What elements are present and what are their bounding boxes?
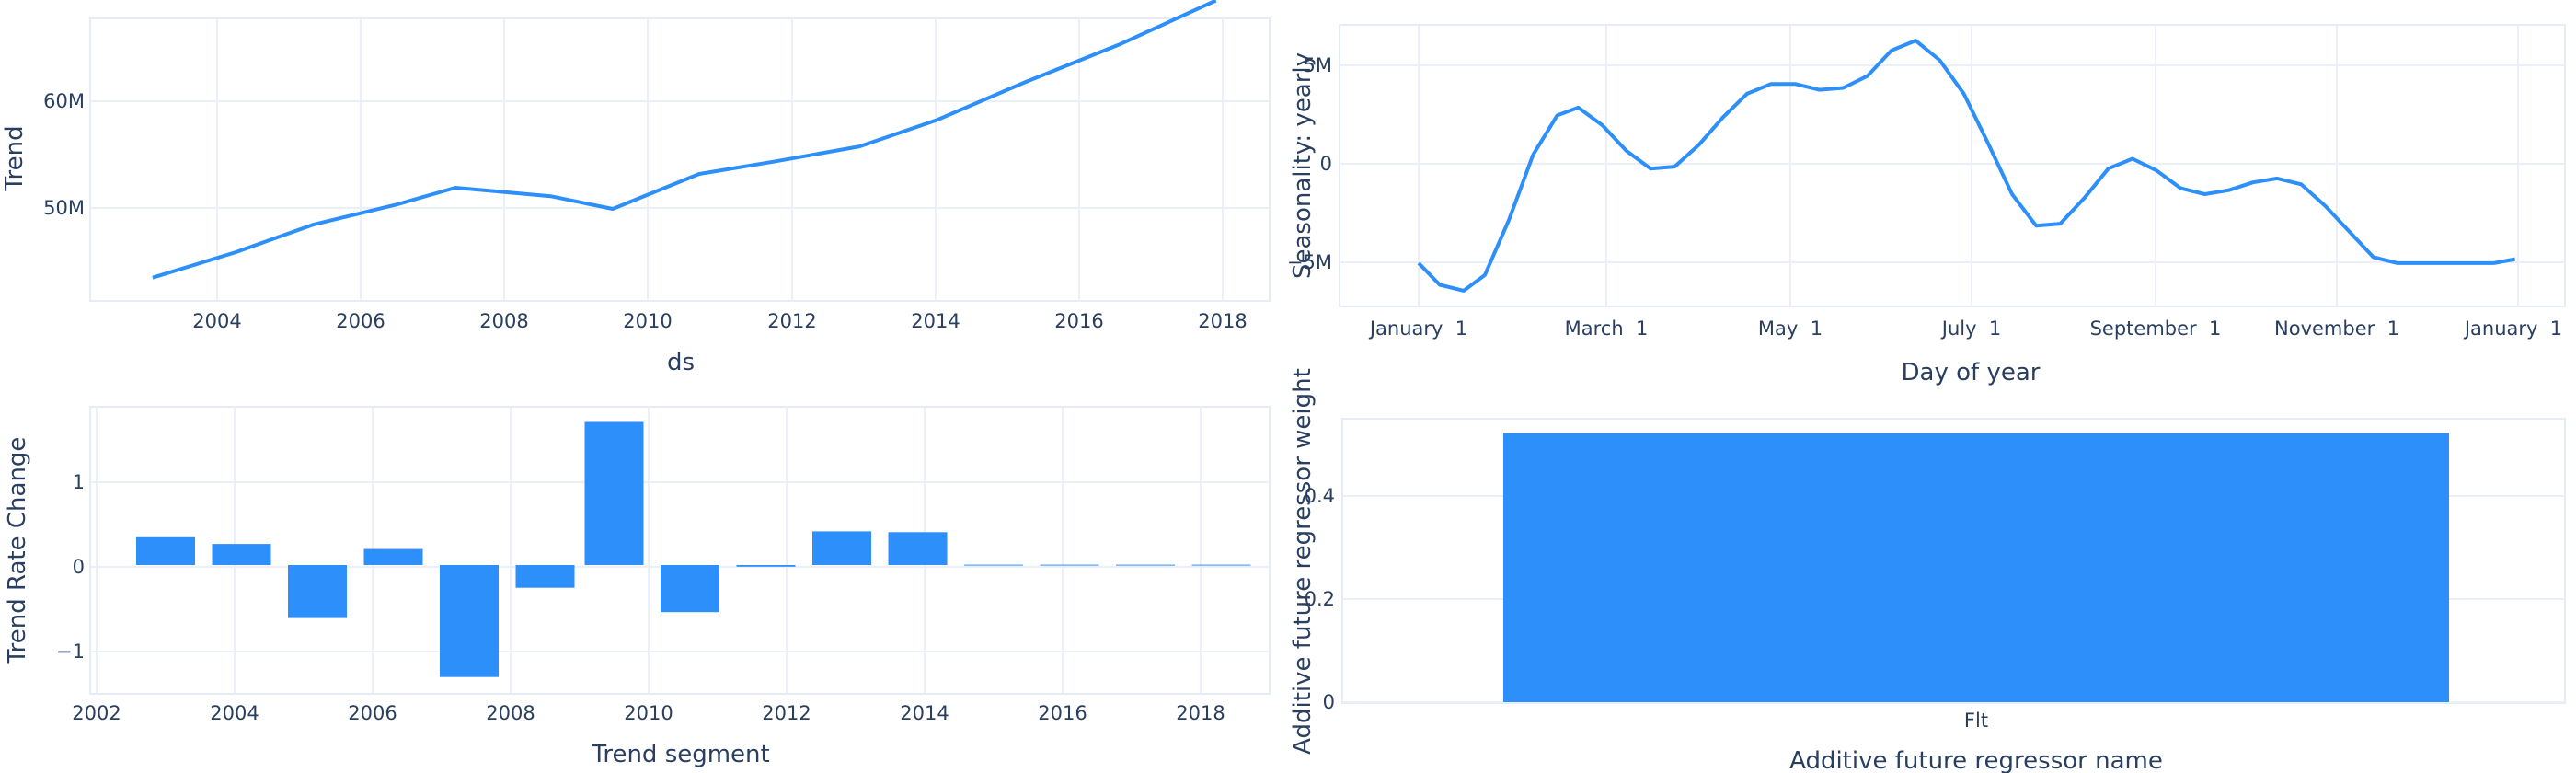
- trend-rate-y-axis-title: Trend Rate Change: [4, 437, 31, 665]
- trend-rate-x-tick-2002: 2002: [72, 702, 121, 724]
- regressor-bars: [1503, 433, 2449, 702]
- trend-rate-x-tick-2010: 2010: [624, 702, 673, 724]
- seasonality-x-tick-may: May 1: [1758, 317, 1823, 340]
- seasonality-y-tick-5m: 5M: [1304, 54, 1332, 76]
- seasonality-x-tick-jul: July 1: [1940, 317, 2001, 340]
- trend-rate-x-tick-2006: 2006: [348, 702, 397, 724]
- regressor-bar-flt: [1503, 433, 2449, 702]
- trend-rate-bar-9: [736, 565, 796, 567]
- trend-rate-x-tick-2008: 2008: [486, 702, 535, 724]
- seasonality-x-ticks: January 1 March 1 May 1 July 1 September…: [1368, 317, 2562, 340]
- trend-series-line: [152, 0, 1217, 280]
- trend-gridlines: [90, 18, 1270, 301]
- trend-rate-bar-1: [136, 536, 195, 565]
- seasonality-panel: 5M 0 −5M January 1 March 1 May 1 July 1 …: [1287, 24, 2566, 386]
- trend-rate-x-tick-2018: 2018: [1176, 702, 1225, 724]
- seasonality-series-line: [1417, 39, 2516, 293]
- trend-rate-bar-5: [440, 565, 499, 677]
- regressor-y-ticks: 0.4 0.2 0: [1305, 485, 1335, 713]
- trend-rate-bar-12: [964, 564, 1023, 566]
- trend-rate-bar-13: [1040, 564, 1099, 566]
- trend-rate-bar-2: [212, 544, 271, 565]
- regressor-x-tick-flt: Flt: [1964, 710, 1988, 732]
- trend-x-tick-2018: 2018: [1198, 310, 1247, 332]
- trend-panel: 60M 50M 2004 2006 2008 2010 2012 2014 20…: [1, 0, 1271, 376]
- trend-x-tick-2010: 2010: [623, 310, 672, 332]
- trend-plot-frame: [89, 17, 1271, 302]
- seasonality-y-ticks: 5M 0 −5M: [1287, 54, 1332, 273]
- trend-rate-bar-8: [661, 565, 719, 613]
- trend-rate-change-panel: 1 0 −1 2002 2004 2006 2008 2010 2012 201…: [4, 406, 1271, 768]
- seasonality-y-tick-minus-5m: −5M: [1287, 251, 1332, 273]
- trend-rate-bar-4: [363, 548, 423, 565]
- trend-rate-x-ticks: 2002 2004 2006 2008 2010 2012 2014 2016 …: [72, 702, 1225, 724]
- regressor-y-tick-0: 0: [1323, 691, 1335, 713]
- trend-x-tick-2004: 2004: [192, 310, 241, 332]
- trend-x-tick-2012: 2012: [767, 310, 816, 332]
- seasonality-x-tick-nov: November 1: [2274, 317, 2399, 340]
- seasonality-plot-frame: [1339, 24, 2566, 307]
- seasonality-x-axis-title: Day of year: [1902, 359, 2041, 386]
- trend-x-tick-2008: 2008: [479, 310, 528, 332]
- seasonality-x-tick-jan: January 1: [1368, 317, 1467, 340]
- trend-rate-bar-6: [515, 565, 575, 588]
- trend-rate-bar-14: [1116, 564, 1175, 566]
- trend-rate-y-tick-0: 0: [73, 556, 85, 578]
- trend-y-tick-50m: 50M: [43, 197, 85, 219]
- trend-rate-y-tick-1: 1: [73, 471, 85, 493]
- trend-rate-plot-frame: [89, 406, 1271, 695]
- trend-y-tick-60m: 60M: [43, 90, 85, 112]
- trend-rate-bar-15: [1191, 564, 1251, 566]
- trend-x-axis-title: ds: [667, 349, 695, 376]
- regressor-y-axis-title: Additive future regressor weight: [1289, 368, 1317, 755]
- seasonality-y-axis-title: Seasonality: yearly: [1289, 52, 1317, 279]
- trend-rate-bar-3: [288, 565, 347, 618]
- seasonality-x-tick-sep: September 1: [2090, 317, 2222, 340]
- regressor-y-tick-0-2: 0.2: [1305, 588, 1335, 610]
- trend-rate-bar-10: [812, 531, 871, 565]
- regressor-panel: 0.4 0.2 0 Flt Additive future regressor …: [1289, 368, 2566, 773]
- trend-y-ticks: 60M 50M: [43, 90, 85, 219]
- trend-rate-y-ticks: 1 0 −1: [56, 471, 85, 663]
- trend-rate-y-tick-minus-1: −1: [56, 640, 85, 663]
- seasonality-y-tick-0: 0: [1320, 153, 1332, 175]
- trend-x-tick-2006: 2006: [336, 310, 385, 332]
- trend-y-axis-title: Trend: [1, 125, 29, 191]
- trend-x-tick-2016: 2016: [1054, 310, 1103, 332]
- trend-x-tick-2014: 2014: [911, 310, 960, 332]
- seasonality-x-tick-mar: March 1: [1565, 317, 1649, 340]
- trend-rate-bar-11: [888, 532, 948, 565]
- trend-rate-x-tick-2014: 2014: [900, 702, 949, 724]
- trend-rate-x-axis-title: Trend segment: [591, 741, 769, 768]
- trend-rate-bar-7: [584, 421, 644, 565]
- regressor-x-axis-title: Additive future regressor name: [1789, 747, 2163, 773]
- seasonality-x-tick-jan-next: January 1: [2463, 317, 2562, 340]
- trend-rate-bars: [136, 421, 1251, 677]
- seasonality-gridlines: [1340, 25, 2565, 306]
- regressor-y-tick-0-4: 0.4: [1305, 485, 1335, 507]
- trend-x-ticks: 2004 2006 2008 2010 2012 2014 2016 2018: [192, 310, 1247, 332]
- trend-rate-x-tick-2012: 2012: [762, 702, 811, 724]
- trend-rate-x-tick-2016: 2016: [1038, 702, 1087, 724]
- trend-rate-x-tick-2004: 2004: [210, 702, 259, 724]
